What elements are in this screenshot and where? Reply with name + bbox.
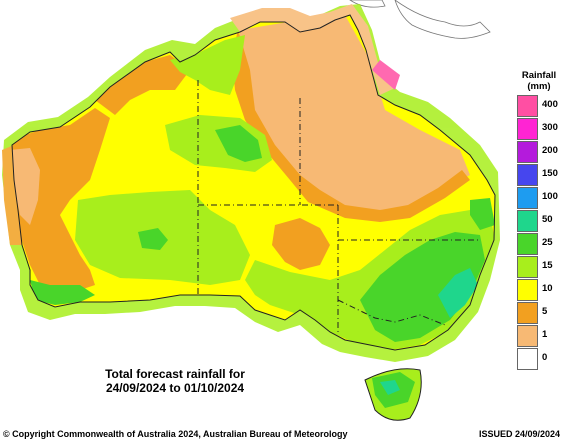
legend-row: 150 xyxy=(508,164,570,187)
legend-label: 1 xyxy=(542,329,548,340)
legend-row: 15 xyxy=(508,256,570,279)
legend-title: Rainfall xyxy=(521,70,557,81)
legend-row: 400 xyxy=(508,95,570,118)
legend-swatch xyxy=(517,302,538,324)
legend-label: 50 xyxy=(542,214,553,225)
legend-swatch xyxy=(517,164,538,186)
legend-label: 300 xyxy=(542,122,558,133)
legend-row: 1 xyxy=(508,325,570,348)
legend-row: 300 xyxy=(508,118,570,141)
legend-swatch xyxy=(517,210,538,232)
rainfall-map xyxy=(2,0,500,421)
caption-line-2: 24/09/2024 to 01/10/2024 xyxy=(105,381,245,395)
legend-row: 100 xyxy=(508,187,570,210)
legend-row: 200 xyxy=(508,141,570,164)
legend-swatch xyxy=(517,141,538,163)
legend-swatch xyxy=(517,118,538,140)
legend-row: 50 xyxy=(508,210,570,233)
legend-swatch xyxy=(517,95,538,117)
legend-label: 5 xyxy=(542,306,548,317)
legend-swatch xyxy=(517,256,538,278)
legend-swatch xyxy=(517,187,538,209)
issued-date: ISSUED 24/09/2024 xyxy=(478,429,560,439)
island-outline xyxy=(349,0,386,8)
legend-row: 0 xyxy=(508,348,570,371)
forecast-caption: Total forecast rainfall for 24/09/2024 t… xyxy=(60,367,290,395)
legend-unit: (mm) xyxy=(527,81,551,92)
legend-swatch xyxy=(517,233,538,255)
caption-line-1: Total forecast rainfall for xyxy=(105,367,245,381)
legend-row: 25 xyxy=(508,233,570,256)
png-outline xyxy=(394,0,491,39)
legend-label: 15 xyxy=(542,260,553,271)
legend-label: 200 xyxy=(542,145,558,156)
legend-swatch xyxy=(517,279,538,301)
legend-label: 150 xyxy=(542,168,558,179)
legend-label: 0 xyxy=(542,352,548,363)
legend-label: 400 xyxy=(542,99,558,110)
legend-label: 25 xyxy=(542,237,553,248)
legend-swatch xyxy=(517,325,538,347)
legend-swatch xyxy=(517,348,538,370)
rainfall-legend: Rainfall (mm) 400 300 200 150 100 50 25 15 10 5 1 0 xyxy=(508,70,570,371)
copyright-text: © Copyright Commonwealth of Australia 20… xyxy=(3,429,348,439)
legend-row: 10 xyxy=(508,279,570,302)
legend-label: 10 xyxy=(542,283,553,294)
legend-label: 100 xyxy=(542,191,558,202)
legend-row: 5 xyxy=(508,302,570,325)
